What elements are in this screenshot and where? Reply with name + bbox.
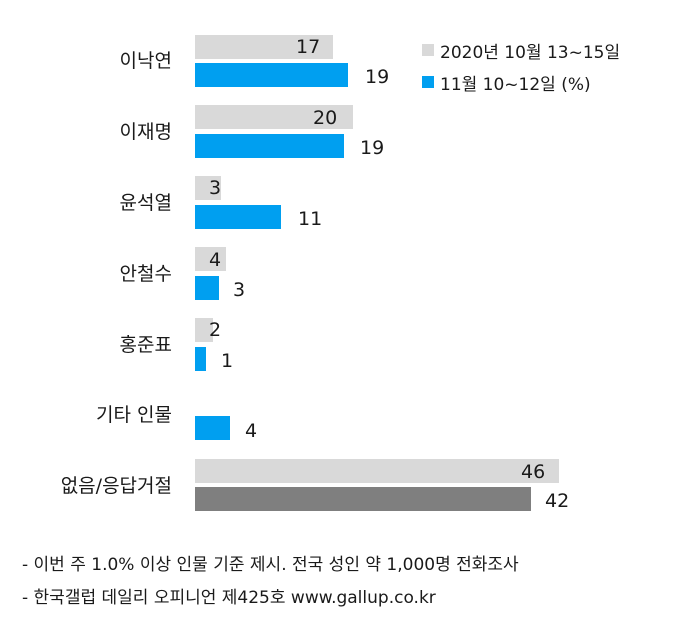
value-label-current: 4 [245, 420, 258, 442]
value-label-previous: 46 [521, 461, 546, 483]
value-label-previous: 4 [209, 249, 222, 271]
value-label-current: 1 [221, 350, 234, 372]
bar-previous [195, 318, 213, 342]
chart-legend: 2020년 10월 13~15일 11월 10~12일 (%) [422, 34, 620, 98]
legend-swatch-gray-icon [422, 44, 434, 56]
value-label-current: 11 [298, 208, 323, 230]
legend-label: 2020년 10월 13~15일 [440, 42, 621, 63]
bar-current [195, 276, 219, 300]
bar-previous [195, 176, 221, 200]
legend-swatch-blue-icon [422, 76, 434, 88]
bar-previous [195, 247, 226, 271]
value-label-current: 19 [365, 66, 390, 88]
footnote-methodology: - 이번 주 1.0% 이상 인물 기준 제시. 전국 성인 약 1,000명 … [22, 555, 519, 575]
category-label: 윤석열 [119, 192, 172, 214]
category-label: 없음/응답거절 [60, 475, 172, 497]
value-label-current: 42 [545, 490, 570, 512]
bar-current [195, 205, 281, 229]
value-label-previous: 3 [209, 177, 222, 199]
legend-item-current: 11월 10~12일 (%) [422, 66, 620, 98]
footnote-source: - 한국갤럽 데일리 오피니언 제425호 www.gallup.co.kr [22, 588, 436, 608]
value-label-previous: 20 [313, 107, 338, 129]
category-label: 안철수 [119, 263, 172, 285]
value-label-current: 3 [233, 279, 246, 301]
bar-current [195, 63, 348, 87]
category-label: 홍준표 [119, 334, 172, 356]
bar-current [195, 134, 344, 158]
bar-current [195, 487, 531, 511]
bar-previous [195, 35, 333, 59]
value-label-previous: 2 [209, 319, 222, 341]
category-label: 이낙연 [119, 50, 172, 72]
bar-previous [195, 459, 559, 483]
bar-current [195, 416, 230, 440]
legend-label: 11월 10~12일 (%) [440, 74, 591, 95]
value-label-previous: 17 [296, 36, 321, 58]
horizontal-bar-chart: 이낙연 17 19 이재명 20 19 윤석열 3 11 안철수 4 3 홍준표… [60, 34, 620, 512]
bar-current [195, 347, 206, 371]
value-label-current: 19 [360, 137, 385, 159]
bar-previous [195, 105, 353, 129]
legend-item-previous: 2020년 10월 13~15일 [422, 34, 620, 66]
footnotes: - 이번 주 1.0% 이상 인물 기준 제시. 전국 성인 약 1,000명 … [22, 551, 519, 617]
category-label: 기타 인물 [96, 404, 172, 426]
category-label: 이재명 [119, 121, 172, 143]
